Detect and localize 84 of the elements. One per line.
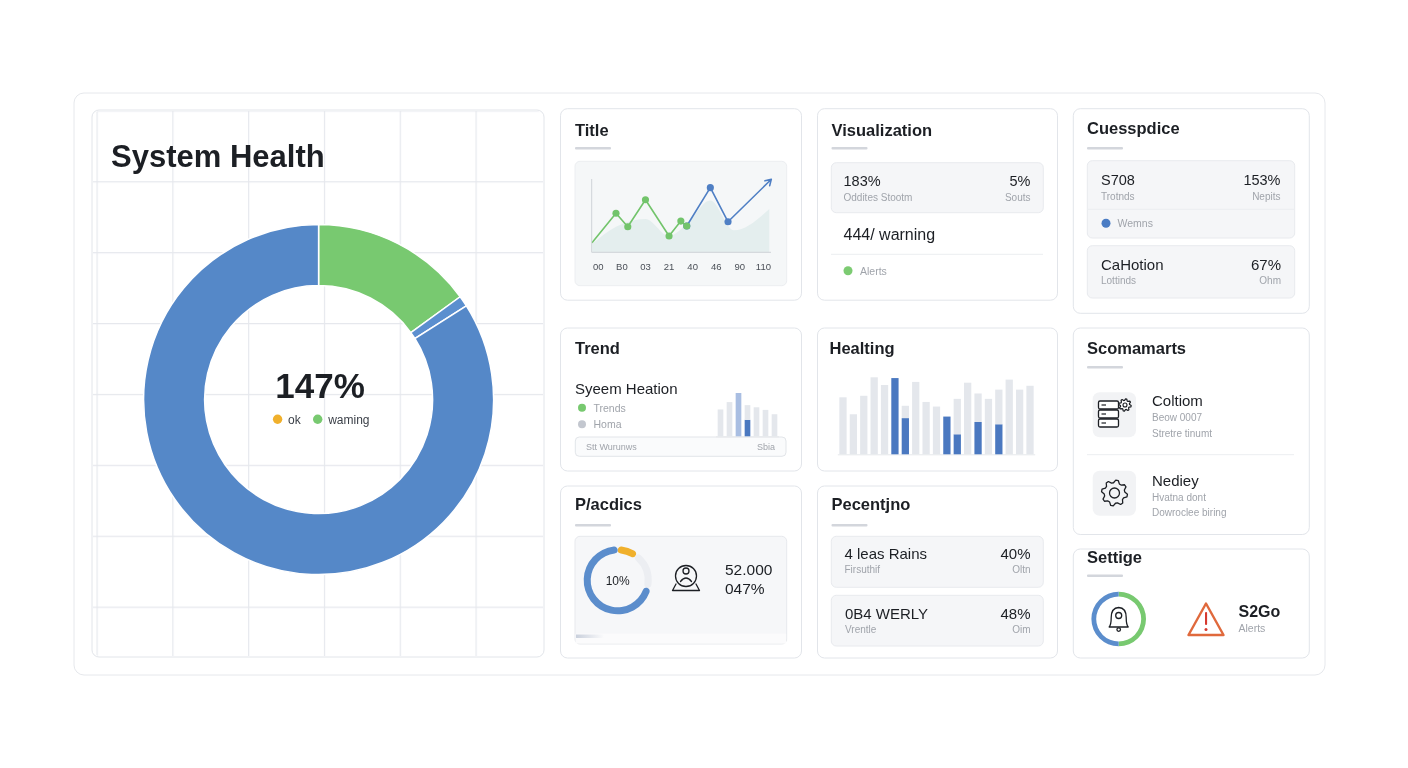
text: 5% — [1009, 173, 1031, 189]
text: CaHotion — [1101, 255, 1164, 273]
text: Visualization — [831, 120, 933, 139]
text: 183% — [843, 173, 881, 189]
text: 52.000 — [725, 561, 773, 578]
point — [724, 218, 732, 226]
bar — [891, 378, 899, 455]
text: Coltiom — [1152, 392, 1203, 409]
bar — [901, 405, 909, 419]
chart-title: Trend — [575, 338, 620, 357]
text: Nediey — [1152, 471, 1200, 489]
text: 67% — [1250, 255, 1281, 273]
legend-label: waming — [327, 412, 370, 427]
text: Souts — [1004, 191, 1031, 203]
chart-title: P/acdics — [575, 495, 642, 513]
text: Firsuthif — [844, 563, 881, 575]
text: Oltn — [1012, 563, 1031, 575]
text: 147% — [275, 366, 365, 405]
text: 40% — [1000, 545, 1031, 562]
chart-title: Title — [575, 120, 609, 139]
bar — [974, 421, 982, 455]
x-tick-label: 110 — [755, 261, 771, 272]
text: 444/ warning — [843, 226, 936, 243]
point — [706, 184, 714, 192]
text: S708 — [1101, 172, 1135, 188]
x-tick-label: 46 — [710, 261, 722, 272]
text: Stretre tinumt — [1152, 427, 1213, 439]
point — [612, 209, 620, 217]
text: Oddites Stootm — [843, 191, 913, 203]
text: Beow 0007 — [1152, 412, 1203, 423]
donut-slice — [583, 546, 650, 615]
text: Cuesspdice — [1087, 119, 1180, 137]
text: 047% — [725, 580, 765, 597]
chart-title: Healting — [829, 338, 895, 357]
donut-slice — [1091, 591, 1119, 647]
text: Homa — [593, 418, 622, 430]
text: Alerts — [860, 264, 887, 277]
text: Oim — [1012, 623, 1031, 635]
point — [677, 217, 685, 225]
text: Wemns — [1117, 217, 1153, 229]
chart-title: Settige — [1087, 548, 1143, 566]
legend-label: ok — [288, 412, 302, 427]
x-tick-label: 21 — [663, 261, 675, 272]
donut-slice — [142, 223, 495, 576]
text: Scomamarts — [1087, 339, 1187, 357]
point — [641, 196, 650, 204]
bar — [943, 416, 951, 455]
text: Pecentjno — [831, 495, 911, 513]
x-tick-label: B0 — [616, 261, 628, 272]
bar — [953, 398, 961, 435]
text: 48% — [1000, 605, 1031, 622]
text: Trends — [593, 401, 626, 414]
chart-title: System Health — [111, 139, 325, 174]
bar — [901, 418, 909, 455]
text: Syeem Heation — [575, 379, 678, 397]
text: Ohm — [1259, 275, 1281, 286]
text: 4 leas Rains — [844, 545, 928, 562]
donut-slice — [1118, 591, 1146, 647]
text: Sbia — [756, 441, 775, 452]
bar — [974, 393, 982, 422]
text: Stt Wurunws — [586, 441, 638, 452]
text: Trotnds — [1101, 191, 1135, 202]
point — [665, 232, 673, 240]
text: 10% — [605, 573, 631, 588]
x-tick-label: 00 — [593, 261, 604, 272]
text: S2Go — [1238, 603, 1281, 620]
text: Nepits — [1252, 191, 1281, 202]
text: Hvatna dont — [1152, 492, 1207, 503]
bar — [995, 424, 1003, 455]
point — [624, 223, 632, 231]
bar — [953, 434, 961, 455]
donut-slice — [617, 546, 637, 558]
text: Dowroclee biring — [1152, 507, 1227, 518]
text: Vrentle — [845, 623, 877, 635]
x-tick-label: 40 — [687, 261, 698, 272]
x-tick-label: 90 — [734, 261, 746, 272]
text: 0B4 WERLY — [845, 605, 929, 622]
bar — [744, 405, 751, 420]
text: Lottinds — [1101, 275, 1137, 286]
text: 153% — [1243, 172, 1281, 188]
text: Alerts — [1238, 622, 1266, 634]
x-tick-label: 03 — [640, 261, 651, 272]
donut-slice — [634, 554, 652, 588]
bar — [995, 389, 1003, 425]
